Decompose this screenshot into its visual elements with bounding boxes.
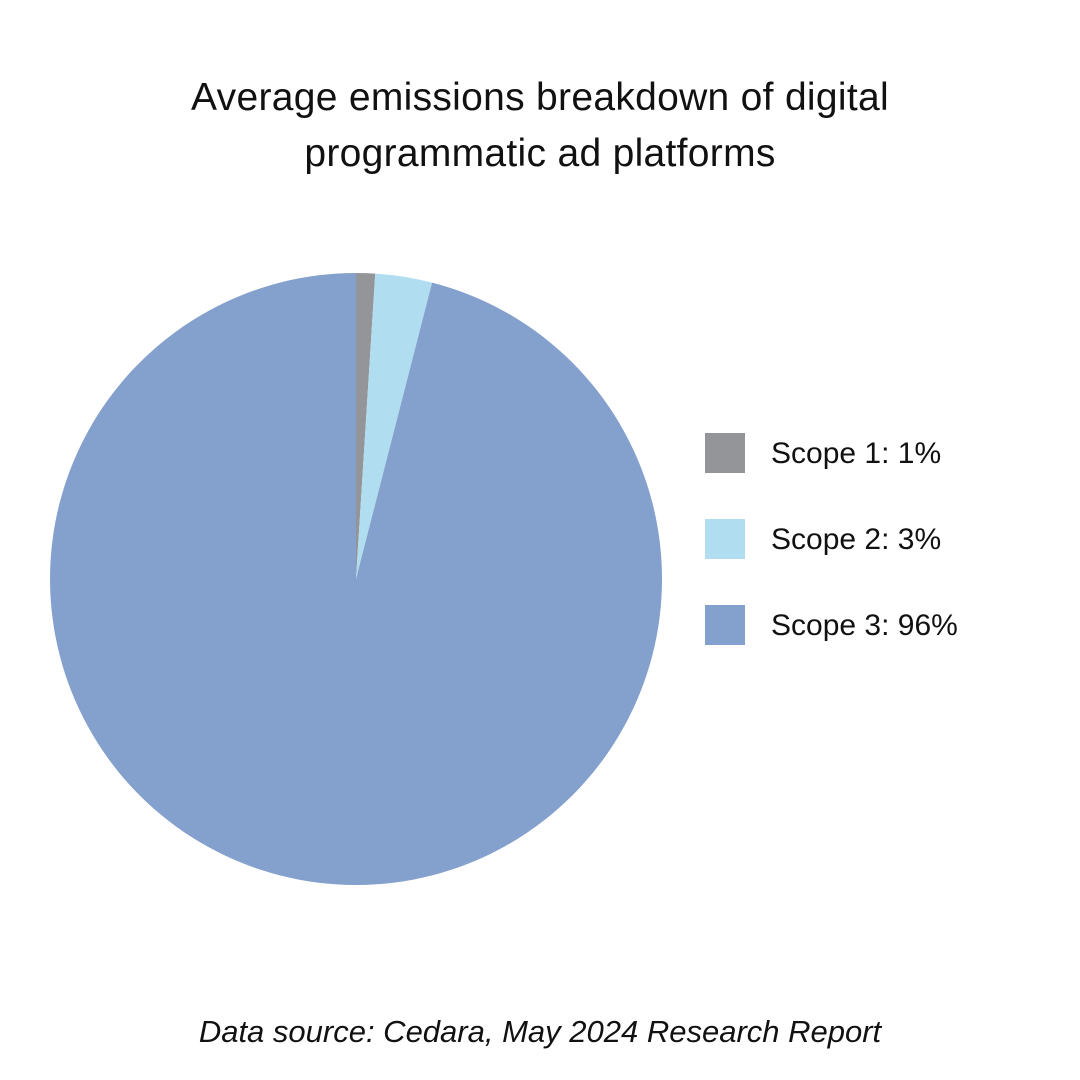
chart-legend: Scope 1: 1% Scope 2: 3% Scope 3: 96% [705, 433, 1065, 691]
legend-item-scope-3: Scope 3: 96% [705, 605, 1065, 645]
data-source-note: Data source: Cedara, May 2024 Research R… [198, 1014, 882, 1049]
legend-label-scope-2: Scope 2: 3% [771, 523, 942, 556]
chart-title-line-1: Average emissions breakdown of digital [191, 76, 889, 119]
pie-slice-scope-1 [356, 273, 376, 579]
legend-swatch-scope-3 [705, 605, 745, 645]
chart-title-line-2: programmatic ad platforms [304, 132, 776, 175]
legend-item-scope-1: Scope 1: 1% [705, 433, 1065, 473]
legend-item-scope-2: Scope 2: 3% [705, 519, 1065, 559]
pie-slice-scope-3 [50, 273, 663, 886]
legend-label-scope-1: Scope 1: 1% [771, 437, 942, 470]
legend-label-scope-3: Scope 3: 96% [771, 609, 958, 642]
pie-slices [50, 273, 663, 886]
legend-swatch-scope-1 [705, 433, 745, 473]
pie-slice-scope-2 [356, 273, 433, 579]
chart-title: Average emissions breakdown of digital p… [0, 70, 1080, 182]
legend-swatch-scope-2 [705, 519, 745, 559]
